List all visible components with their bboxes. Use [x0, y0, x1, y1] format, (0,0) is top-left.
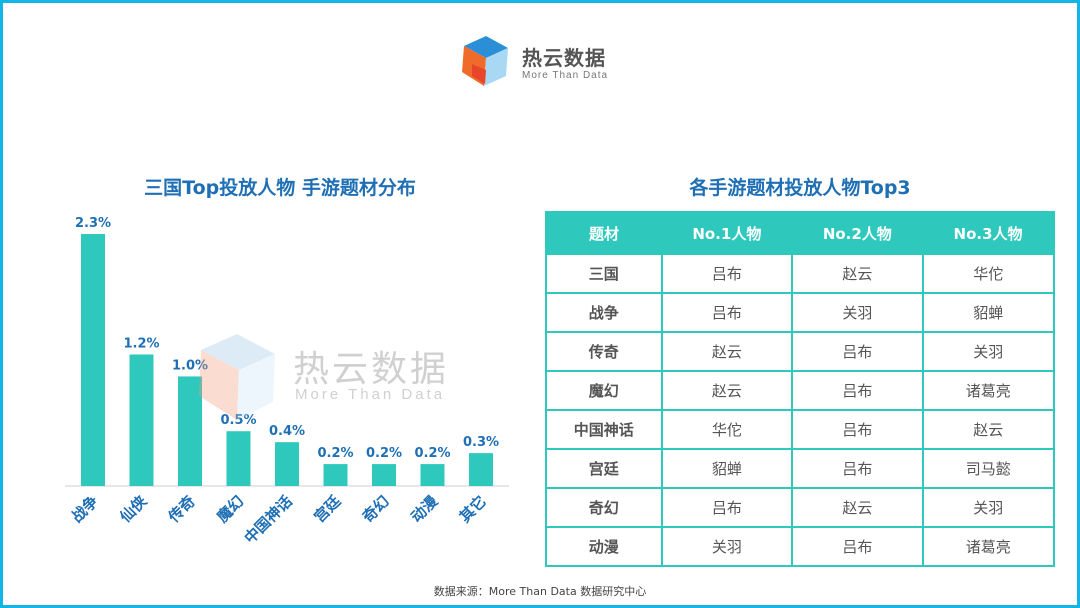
character-cell: 关羽: [921, 331, 1056, 372]
character-cell: 赵云: [660, 370, 794, 411]
data-label: 0.2%: [317, 446, 353, 461]
character-cell: 关羽: [921, 487, 1056, 528]
character-cell: 吕布: [791, 448, 924, 489]
category-tick-label: 其它: [456, 492, 490, 526]
brand-name: 热云数据: [522, 46, 606, 70]
character-cell: 吕布: [660, 487, 794, 528]
character-cell: 吕布: [660, 292, 794, 333]
category-tick-label: 仙侠: [116, 491, 151, 526]
data-label: 2.3%: [75, 216, 111, 231]
brand-logo: 热云数据 More Than Data: [458, 36, 628, 92]
chart-title: 三国Top投放人物 手游题材分布: [144, 177, 416, 199]
character-cell: 吕布: [660, 253, 794, 294]
character-cell: 赵云: [791, 253, 924, 294]
table-row: 奇幻 吕布 赵云 关羽: [545, 487, 1056, 528]
table-header-row: 题材 No.1人物 No.2人物 No.3人物: [545, 211, 1055, 255]
genre-cell: 传奇: [545, 331, 663, 372]
category-tick-label: 宫廷: [310, 491, 345, 526]
header-cell: No.2人物: [791, 211, 924, 255]
character-cell: 貂蝉: [921, 292, 1056, 333]
category-tick-label: 中国神话: [241, 492, 296, 547]
character-cell: 吕布: [791, 370, 924, 411]
character-cell: 赵云: [660, 331, 794, 372]
header-cell: 题材: [545, 211, 663, 255]
category-tick-label: 魔幻: [213, 492, 247, 526]
character-cell: 诸葛亮: [921, 370, 1056, 411]
genre-cell: 战争: [545, 292, 663, 333]
character-cell: 诸葛亮: [921, 526, 1056, 567]
table-row: 战争 吕布 关羽 貂蝉: [545, 292, 1056, 333]
data-label: 0.2%: [366, 446, 402, 461]
data-label: 0.3%: [463, 435, 499, 450]
source-note: 数据来源：More Than Data 数据研究中心: [433, 585, 647, 598]
brand-tagline: More Than Data: [522, 70, 609, 81]
character-cell: 吕布: [791, 331, 924, 372]
data-label: 1.2%: [123, 337, 159, 352]
genre-cell: 魔幻: [545, 370, 663, 411]
bar-chart: 2.3% 战争 1.2% 仙侠 1.0% 传奇 0.5% 魔幻 0.4% 中国神话 0.2% 宫廷 0.…: [65, 216, 509, 547]
table-row: 魔幻 赵云 吕布 诸葛亮: [545, 370, 1056, 411]
bar: [275, 442, 299, 486]
bar: [226, 431, 251, 486]
table-row: 中国神话 华佗 吕布 赵云: [545, 409, 1056, 450]
character-cell: 司马懿: [921, 448, 1056, 489]
genre-cell: 动漫: [545, 526, 663, 567]
genre-cell: 宫廷: [545, 448, 663, 489]
header-cell: No.3人物: [922, 211, 1055, 255]
header-cell: No.1人物: [661, 211, 793, 255]
bar: [469, 453, 493, 486]
category-tick-label: 传奇: [164, 492, 199, 527]
character-cell: 赵云: [921, 409, 1056, 450]
character-cell: 貂蝉: [660, 448, 794, 489]
character-cell: 关羽: [660, 526, 794, 567]
character-cell: 吕布: [791, 526, 924, 567]
top3-table: 题材 No.1人物 No.2人物 No.3人物 三国 吕布 赵云 华佗 战争 吕…: [545, 211, 1056, 567]
table-row: 三国 吕布 赵云 华佗: [545, 253, 1056, 294]
table-row: 宫廷 貂蝉 吕布 司马懿: [545, 448, 1056, 489]
data-label: 0.5%: [220, 413, 256, 428]
category-tick-label: 动漫: [407, 491, 442, 526]
character-cell: 吕布: [791, 409, 924, 450]
genre-cell: 三国: [545, 253, 663, 294]
genre-cell: 奇幻: [545, 487, 663, 528]
table-title: 各手游题材投放人物Top3: [689, 177, 911, 199]
character-cell: 关羽: [791, 292, 924, 333]
category-tick-label: 奇幻: [359, 492, 393, 526]
table-row: 动漫 关羽 吕布 诸葛亮: [545, 526, 1056, 567]
data-label: 0.2%: [414, 446, 450, 461]
data-label: 1.0%: [172, 358, 208, 373]
bar: [81, 234, 105, 486]
character-cell: 赵云: [791, 487, 924, 528]
data-label: 0.4%: [269, 424, 305, 439]
bar: [420, 464, 445, 486]
bar: [323, 464, 348, 486]
character-cell: 华佗: [921, 253, 1056, 294]
bar: [178, 376, 202, 486]
brand-logo-icon: [462, 36, 508, 86]
bar: [372, 464, 396, 486]
bar: [129, 354, 154, 486]
genre-cell: 中国神话: [545, 409, 663, 450]
category-tick-label: 战争: [68, 492, 102, 526]
character-cell: 华佗: [660, 409, 794, 450]
table-row: 传奇 赵云 吕布 关羽: [545, 331, 1056, 372]
